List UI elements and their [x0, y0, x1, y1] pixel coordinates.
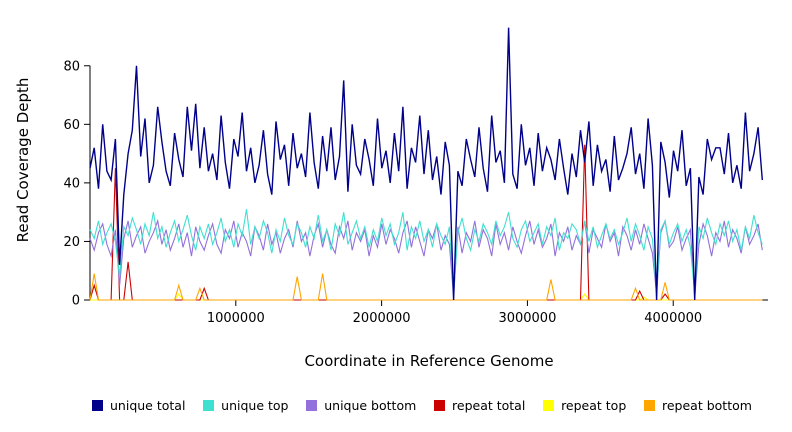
legend-item-repeat-top: repeat top	[543, 398, 626, 413]
x-tick-label: 1000000	[207, 311, 265, 326]
chart-canvas: Read Coverage Depth 0 20 40 60 80 1000000 2000…	[14, 27, 768, 326]
legend-label: unique bottom	[324, 398, 417, 413]
legend-label: repeat bottom	[662, 398, 752, 413]
legend-swatch-icon	[203, 400, 215, 411]
legend-swatch-icon	[306, 400, 318, 411]
y-tick-label: 20	[63, 235, 80, 250]
y-tick-label: 80	[63, 59, 80, 74]
legend-item-repeat-total: repeat total	[434, 398, 525, 413]
legend-item-unique-bottom: unique bottom	[306, 398, 416, 413]
legend-item-repeat-bottom: repeat bottom	[644, 398, 752, 413]
x-tick-label: 2000000	[353, 311, 411, 326]
y-tick-label: 0	[72, 294, 80, 309]
legend-swatch-icon	[644, 400, 655, 411]
legend-swatch-icon	[543, 400, 555, 411]
series-line-repeat-total	[89, 144, 763, 301]
legend-swatch-icon	[434, 400, 446, 411]
legend-label: unique top	[221, 398, 289, 413]
legend: unique total unique top unique bottom repea…	[92, 398, 752, 413]
y-tick-label: 60	[63, 118, 80, 133]
x-axis-title: Coordinate in Reference Genome	[304, 352, 554, 370]
x-tick-label: 3000000	[498, 311, 556, 326]
legend-label: repeat total	[452, 398, 526, 413]
series-line-unique-bottom	[89, 218, 763, 298]
series-line-repeat-bottom	[89, 273, 763, 301]
legend-label: unique total	[110, 398, 186, 413]
series-line-unique-total	[89, 27, 763, 301]
legend-swatch-icon	[92, 400, 103, 411]
legend-item-unique-top: unique top	[203, 398, 288, 413]
y-tick-label: 40	[63, 176, 80, 191]
y-axis-title: Read Coverage Depth	[14, 78, 32, 243]
legend-item-unique-total: unique total	[92, 398, 185, 413]
series-line-unique-top	[89, 209, 763, 295]
x-tick-label: 4000000	[644, 311, 702, 326]
legend-label: repeat top	[561, 398, 627, 413]
